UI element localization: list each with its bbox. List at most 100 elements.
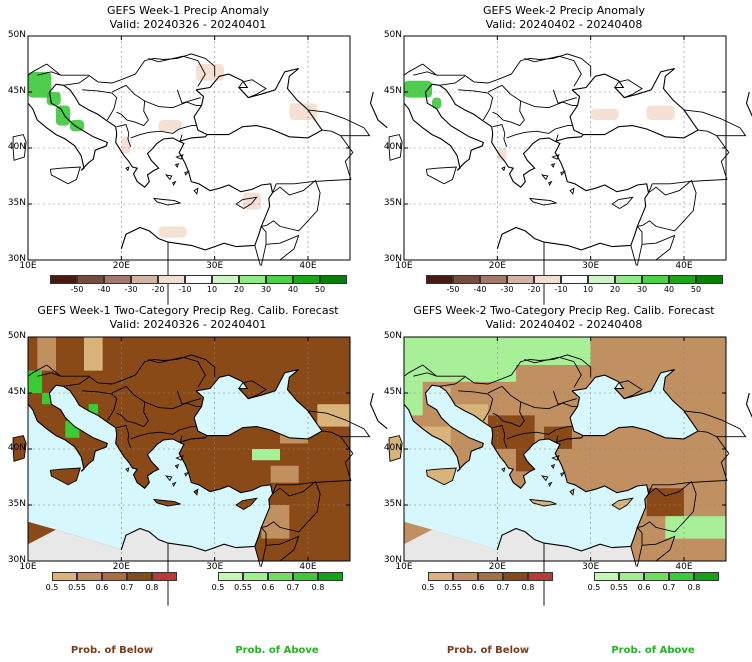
legend-swatch [104,275,131,284]
below-tick-label: 0.6 [95,583,109,592]
coastline [745,91,752,117]
lat-label: 50N [383,331,402,341]
island-outline [193,488,199,496]
island-outline [569,488,575,496]
shaded-region [28,370,42,393]
above-swatch [318,572,343,581]
lon-label: 30E [582,562,600,572]
island-outline [184,471,190,477]
anomaly-patch [158,120,182,132]
island-shading [612,498,633,510]
above-swatch [619,572,644,581]
below-tick-label: 0.5 [421,583,435,592]
below-swatch [478,572,503,581]
coastline [496,226,631,251]
country-border [176,89,201,104]
country-border [130,125,196,139]
lon-label: 20E [488,562,506,572]
island-outline [388,435,403,462]
island-outline [528,197,558,206]
coastline [27,384,108,472]
lat-label: 45N [7,387,26,397]
island-outline [388,134,403,161]
country-border [111,385,149,428]
lat-label: 40N [383,142,402,152]
country-border [630,546,637,567]
lon-label: 20E [112,261,130,271]
country-border [492,424,508,449]
country-border [46,53,216,84]
coastline [193,67,323,139]
country-border [144,100,202,109]
island-outline [550,162,556,168]
anomaly-patch [497,148,507,162]
lon-label: 10E [395,562,413,572]
coastline [369,91,388,129]
lat-label: 45N [383,387,402,397]
island-outline [569,187,575,195]
lon-label: 40E [299,562,317,572]
anomaly-patch [70,120,84,132]
lon-label: 40E [299,261,317,271]
shaded-region [590,337,647,371]
lat-label: 35N [7,198,26,208]
shaded-region [516,337,591,365]
below-swatch [528,572,553,581]
island-shading [236,498,257,510]
above-swatch [293,572,318,581]
valid-dates: Valid: 20240402 - 20240408 [485,18,643,31]
island-outline [49,467,81,486]
shaded-region [42,393,56,405]
legend-swatch [696,275,723,284]
map-canvas [12,336,388,606]
below-tick-label: 0.6 [471,583,485,592]
legend-swatch [426,275,453,284]
coastline [178,441,274,547]
lat-label: 50N [7,331,26,341]
island-outline [235,497,258,511]
island-outline [235,196,258,210]
country-border [144,401,202,410]
lon-label: 20E [112,562,130,572]
island-outline [560,170,566,176]
anomaly-patch [196,64,224,81]
country-border [266,480,321,533]
above-swatch [644,572,669,581]
lat-label: 35N [7,499,26,509]
below-swatch [152,572,177,581]
island-outline [12,134,27,161]
above-swatch [268,572,293,581]
legend-tick-label: -30 [500,285,514,294]
anomaly-patch [432,97,442,109]
island-shading [426,468,457,485]
below-tick-label: 0.8 [145,583,159,592]
island-outline [501,166,506,172]
legend-tick-label: -10 [554,285,568,294]
island-outline [551,454,560,461]
anomaly-patch [121,136,131,154]
country-border [265,535,300,562]
black-sea [570,369,698,439]
country-border [148,55,206,87]
country-border [636,525,643,567]
lon-label: 10E [395,261,413,271]
country-border [422,53,592,84]
legend-swatch [50,275,77,284]
country-border [265,234,300,261]
below-tick-label: 0.7 [120,583,134,592]
above-swatch [594,572,619,581]
below-swatch [453,572,478,581]
coastline [120,226,255,251]
island-shading [530,499,557,507]
legend-tick-label: -50 [70,285,84,294]
country-border [683,109,747,137]
legend-swatch [320,275,347,284]
shaded-region [609,449,703,483]
lon-label: 10E [19,562,37,572]
legend-swatch [453,275,480,284]
panel-title: GEFS Week-2 Two-Category Precip Reg. Cal… [376,304,752,332]
country-border [630,245,637,266]
island-outline [540,174,549,181]
anomaly-patch [289,103,318,120]
legend-swatch [212,275,239,284]
